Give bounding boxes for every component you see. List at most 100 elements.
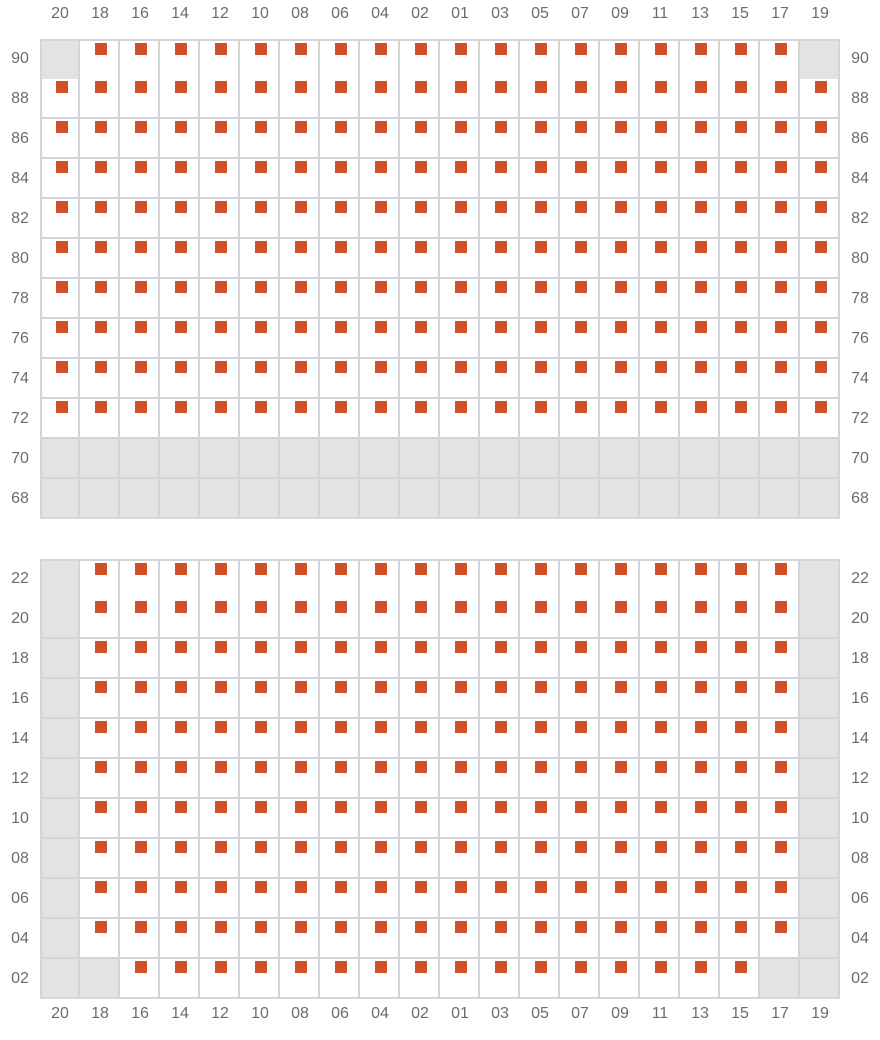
available-seat[interactable] (175, 121, 187, 133)
available-seat[interactable] (56, 361, 68, 373)
available-seat[interactable] (215, 801, 227, 813)
available-seat[interactable] (495, 921, 507, 933)
available-seat[interactable] (335, 321, 347, 333)
available-seat[interactable] (775, 721, 787, 733)
available-seat[interactable] (255, 721, 267, 733)
available-seat[interactable] (815, 201, 827, 213)
available-seat[interactable] (295, 881, 307, 893)
available-seat[interactable] (175, 401, 187, 413)
available-seat[interactable] (775, 601, 787, 613)
available-seat[interactable] (775, 563, 787, 575)
available-seat[interactable] (175, 921, 187, 933)
available-seat[interactable] (495, 801, 507, 813)
available-seat[interactable] (295, 81, 307, 93)
available-seat[interactable] (175, 681, 187, 693)
available-seat[interactable] (255, 361, 267, 373)
available-seat[interactable] (535, 121, 547, 133)
available-seat[interactable] (775, 881, 787, 893)
available-seat[interactable] (335, 121, 347, 133)
available-seat[interactable] (95, 641, 107, 653)
available-seat[interactable] (415, 801, 427, 813)
available-seat[interactable] (655, 361, 667, 373)
available-seat[interactable] (255, 841, 267, 853)
available-seat[interactable] (615, 43, 627, 55)
available-seat[interactable] (495, 361, 507, 373)
available-seat[interactable] (255, 201, 267, 213)
available-seat[interactable] (455, 281, 467, 293)
available-seat[interactable] (175, 641, 187, 653)
available-seat[interactable] (535, 361, 547, 373)
available-seat[interactable] (135, 721, 147, 733)
available-seat[interactable] (455, 881, 467, 893)
available-seat[interactable] (535, 81, 547, 93)
available-seat[interactable] (535, 563, 547, 575)
available-seat[interactable] (615, 81, 627, 93)
available-seat[interactable] (255, 801, 267, 813)
available-seat[interactable] (815, 401, 827, 413)
available-seat[interactable] (295, 161, 307, 173)
available-seat[interactable] (255, 81, 267, 93)
available-seat[interactable] (495, 601, 507, 613)
available-seat[interactable] (375, 601, 387, 613)
available-seat[interactable] (655, 841, 667, 853)
available-seat[interactable] (375, 563, 387, 575)
available-seat[interactable] (575, 361, 587, 373)
available-seat[interactable] (135, 681, 147, 693)
available-seat[interactable] (255, 121, 267, 133)
available-seat[interactable] (535, 161, 547, 173)
available-seat[interactable] (56, 81, 68, 93)
available-seat[interactable] (255, 761, 267, 773)
available-seat[interactable] (95, 601, 107, 613)
available-seat[interactable] (335, 43, 347, 55)
available-seat[interactable] (495, 641, 507, 653)
available-seat[interactable] (695, 721, 707, 733)
available-seat[interactable] (575, 801, 587, 813)
available-seat[interactable] (215, 761, 227, 773)
available-seat[interactable] (615, 681, 627, 693)
available-seat[interactable] (375, 281, 387, 293)
available-seat[interactable] (695, 121, 707, 133)
available-seat[interactable] (215, 161, 227, 173)
available-seat[interactable] (615, 601, 627, 613)
available-seat[interactable] (215, 281, 227, 293)
available-seat[interactable] (615, 841, 627, 853)
available-seat[interactable] (295, 361, 307, 373)
available-seat[interactable] (615, 241, 627, 253)
available-seat[interactable] (335, 161, 347, 173)
available-seat[interactable] (655, 241, 667, 253)
available-seat[interactable] (655, 563, 667, 575)
available-seat[interactable] (56, 321, 68, 333)
available-seat[interactable] (575, 401, 587, 413)
available-seat[interactable] (135, 801, 147, 813)
available-seat[interactable] (495, 563, 507, 575)
available-seat[interactable] (375, 921, 387, 933)
available-seat[interactable] (295, 801, 307, 813)
available-seat[interactable] (215, 681, 227, 693)
available-seat[interactable] (455, 761, 467, 773)
available-seat[interactable] (455, 961, 467, 973)
available-seat[interactable] (255, 881, 267, 893)
available-seat[interactable] (135, 361, 147, 373)
available-seat[interactable] (735, 321, 747, 333)
available-seat[interactable] (175, 961, 187, 973)
available-seat[interactable] (775, 921, 787, 933)
available-seat[interactable] (335, 201, 347, 213)
available-seat[interactable] (615, 801, 627, 813)
available-seat[interactable] (56, 281, 68, 293)
available-seat[interactable] (215, 321, 227, 333)
available-seat[interactable] (95, 921, 107, 933)
available-seat[interactable] (815, 361, 827, 373)
available-seat[interactable] (415, 281, 427, 293)
available-seat[interactable] (735, 601, 747, 613)
available-seat[interactable] (455, 841, 467, 853)
available-seat[interactable] (175, 281, 187, 293)
available-seat[interactable] (135, 921, 147, 933)
available-seat[interactable] (735, 401, 747, 413)
available-seat[interactable] (95, 81, 107, 93)
available-seat[interactable] (175, 241, 187, 253)
available-seat[interactable] (255, 681, 267, 693)
available-seat[interactable] (135, 401, 147, 413)
available-seat[interactable] (735, 201, 747, 213)
available-seat[interactable] (495, 81, 507, 93)
available-seat[interactable] (95, 161, 107, 173)
